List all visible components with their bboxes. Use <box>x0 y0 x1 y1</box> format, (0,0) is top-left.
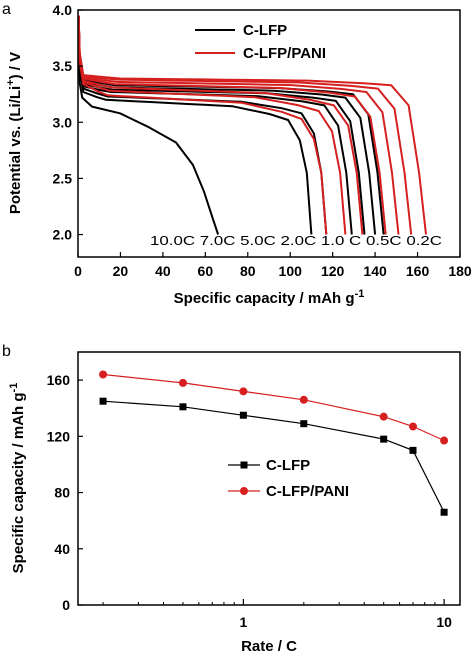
panel-a-y-axis-title: Potential vs. (Li/Li+) / V <box>5 52 24 214</box>
panel-b-frame <box>77 351 461 606</box>
panel-b-rate-capability: b 1 10 0 40 80 120 160 Rate / C Specific capa… <box>2 343 461 655</box>
panel-b-y-tick-label: 0 <box>62 597 70 613</box>
panel-b-plot-area <box>99 370 449 516</box>
panel-b-legend: C-LFP C-LFP/PANI <box>228 457 349 500</box>
panel-a-legend-label-c-lfp: C-LFP <box>243 22 287 39</box>
panel-a-x-tick-label: 60 <box>198 263 214 279</box>
panel-a-x-tick-label: 40 <box>155 263 171 279</box>
panel-a-x-tick-label: 20 <box>113 263 129 279</box>
panel-a-curve-c-lfp-pani-0-5c <box>77 15 413 235</box>
panel-a-curve-c-lfp-pani-2-0c <box>77 15 387 235</box>
panel-b-y-tick-label: 40 <box>54 541 70 557</box>
panel-b-legend-marker-c-lfp <box>240 461 248 469</box>
panel-b-x-tick-label: 1 <box>239 614 247 630</box>
panel-b-y-ticks: 0 40 80 120 160 <box>47 372 83 613</box>
panel-a-x-tick-label: 160 <box>406 263 430 279</box>
panel-a-curve-c-lfp-pani-1-0c <box>77 15 400 235</box>
panel-a-letter: a <box>2 1 11 18</box>
panel-a-x-tick-label: 0 <box>74 263 82 279</box>
panel-a-curve-c-lfp-pani-7-0c <box>77 15 347 235</box>
panel-a-curve-c-lfp-pani-10-0c <box>77 15 328 235</box>
panel-a-curve-c-lfp-10-0c <box>77 21 220 235</box>
panel-a-curve-c-lfp-7-0c <box>77 15 313 235</box>
panel-a-y-tick-label: 2.5 <box>53 170 73 186</box>
panel-a-x-ticks: 0 20 40 60 80 100 120 140 160 180 <box>74 252 472 279</box>
panel-b-point-c-lfp <box>440 508 448 516</box>
panel-a-y-tick-label: 2.0 <box>53 227 73 243</box>
panel-a-legend: C-LFP C-LFP/PANI <box>195 22 326 62</box>
panel-b-point-c-lfp <box>99 397 107 405</box>
panel-b-line-c-lfp-pani <box>103 373 445 442</box>
panel-b-point-c-lfp-pani <box>239 387 248 396</box>
panel-a-x-tick-label: 140 <box>363 263 387 279</box>
panel-b-point-c-lfp-pani <box>99 370 108 379</box>
panel-b-point-c-lfp-pani <box>379 412 388 421</box>
panel-b-legend-label-c-lfp: C-LFP <box>266 457 310 474</box>
panel-a-curve-c-lfp-0-5c <box>77 15 377 235</box>
panel-b-x-axis-title: Rate / C <box>241 638 297 655</box>
panel-a-x-tick-label: 80 <box>240 263 256 279</box>
panel-b-point-c-lfp <box>179 403 187 411</box>
panel-b-point-c-lfp-pani <box>409 422 418 431</box>
panel-b-y-tick-label: 80 <box>54 485 70 501</box>
panel-a-frame <box>77 9 461 258</box>
panel-a-legend-label-c-lfp-pani: C-LFP/PANI <box>243 45 326 62</box>
panel-a-y-tick-label: 4.0 <box>53 2 73 18</box>
panel-a-y-tick-label: 3.5 <box>53 58 73 74</box>
panel-b-point-c-lfp-pani <box>178 378 187 387</box>
panel-a-curve-c-lfp-pani-0-2c <box>77 15 427 235</box>
panel-b-y-axis-title: Specific capacity / mAh g-1 <box>8 383 27 574</box>
panel-b-point-c-lfp <box>380 435 388 443</box>
panel-b-point-c-lfp <box>409 446 417 454</box>
panel-b-legend-label-c-lfp-pani: C-LFP/PANI <box>266 483 349 500</box>
panel-a-plot-area <box>77 15 427 235</box>
panel-a-x-tick-label: 100 <box>279 263 303 279</box>
panel-b-point-c-lfp-pani <box>440 436 449 445</box>
panel-b-x-tick-label: 10 <box>436 614 452 630</box>
panel-a-discharge-curves: a 0 20 40 60 80 100 120 140 160 180 2.0 2.5 3.0 3.5 4… <box>2 1 472 307</box>
panel-a-curve-c-lfp-pani-5-0c <box>77 15 364 235</box>
panel-b-point-c-lfp <box>239 411 247 419</box>
panel-b-x-ticks: 1 10 <box>102 599 452 630</box>
panel-b-point-c-lfp-pani <box>299 395 308 404</box>
panel-a-rate-annotation: 10.0C 7.0C 5.0C 2.0C 1.0 C 0.5C 0.2C <box>150 233 442 248</box>
panel-b-y-tick-label: 160 <box>47 372 71 388</box>
panel-a-y-ticks: 2.0 2.5 3.0 3.5 4.0 <box>53 2 83 243</box>
panel-a-y-tick-label: 3.0 <box>53 114 73 130</box>
panel-b-legend-marker-c-lfp-pani <box>240 487 248 495</box>
panel-b-y-tick-label: 120 <box>47 428 71 444</box>
panel-b-letter: b <box>2 343 11 360</box>
panel-a-x-axis-title: Specific capacity / mAh g-1 <box>174 288 365 307</box>
panel-b-point-c-lfp <box>300 420 308 428</box>
panel-a-x-tick-label: 120 <box>321 263 345 279</box>
panel-a-x-tick-label: 180 <box>448 263 472 279</box>
